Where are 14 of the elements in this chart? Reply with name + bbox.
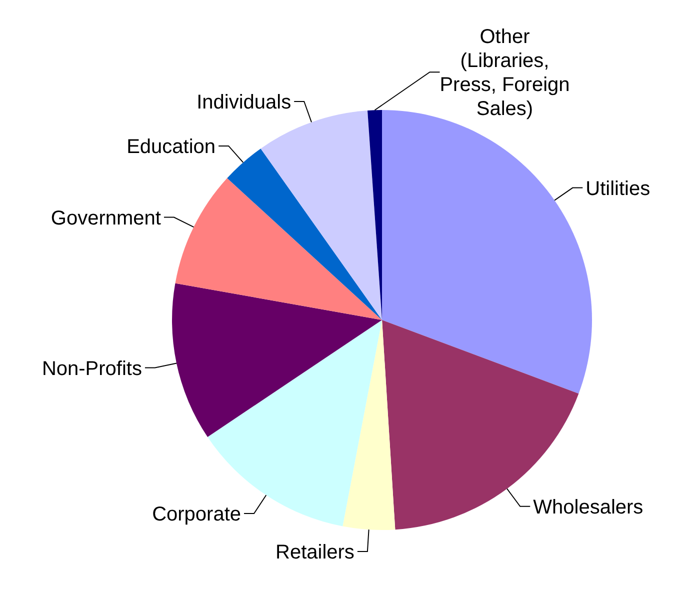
slice-label: Non-Profits [42,358,142,380]
pie-slice [342,320,396,530]
slice-label: Wholesalers [533,496,644,518]
pie-slice [172,283,382,437]
slice-label: Government [50,207,162,230]
slice-label: Retailers [276,542,354,564]
pie-slice [260,110,382,320]
slice-label: Corporate [152,504,242,526]
slice-label: Education [126,136,216,158]
pie-slice [175,178,382,320]
slice-label: Utilities [586,178,650,200]
slice-label: Individuals [196,91,292,114]
pie-slice [227,148,382,320]
slice-label: Other (Libraries, Press, Foreign Sales) [440,26,570,120]
